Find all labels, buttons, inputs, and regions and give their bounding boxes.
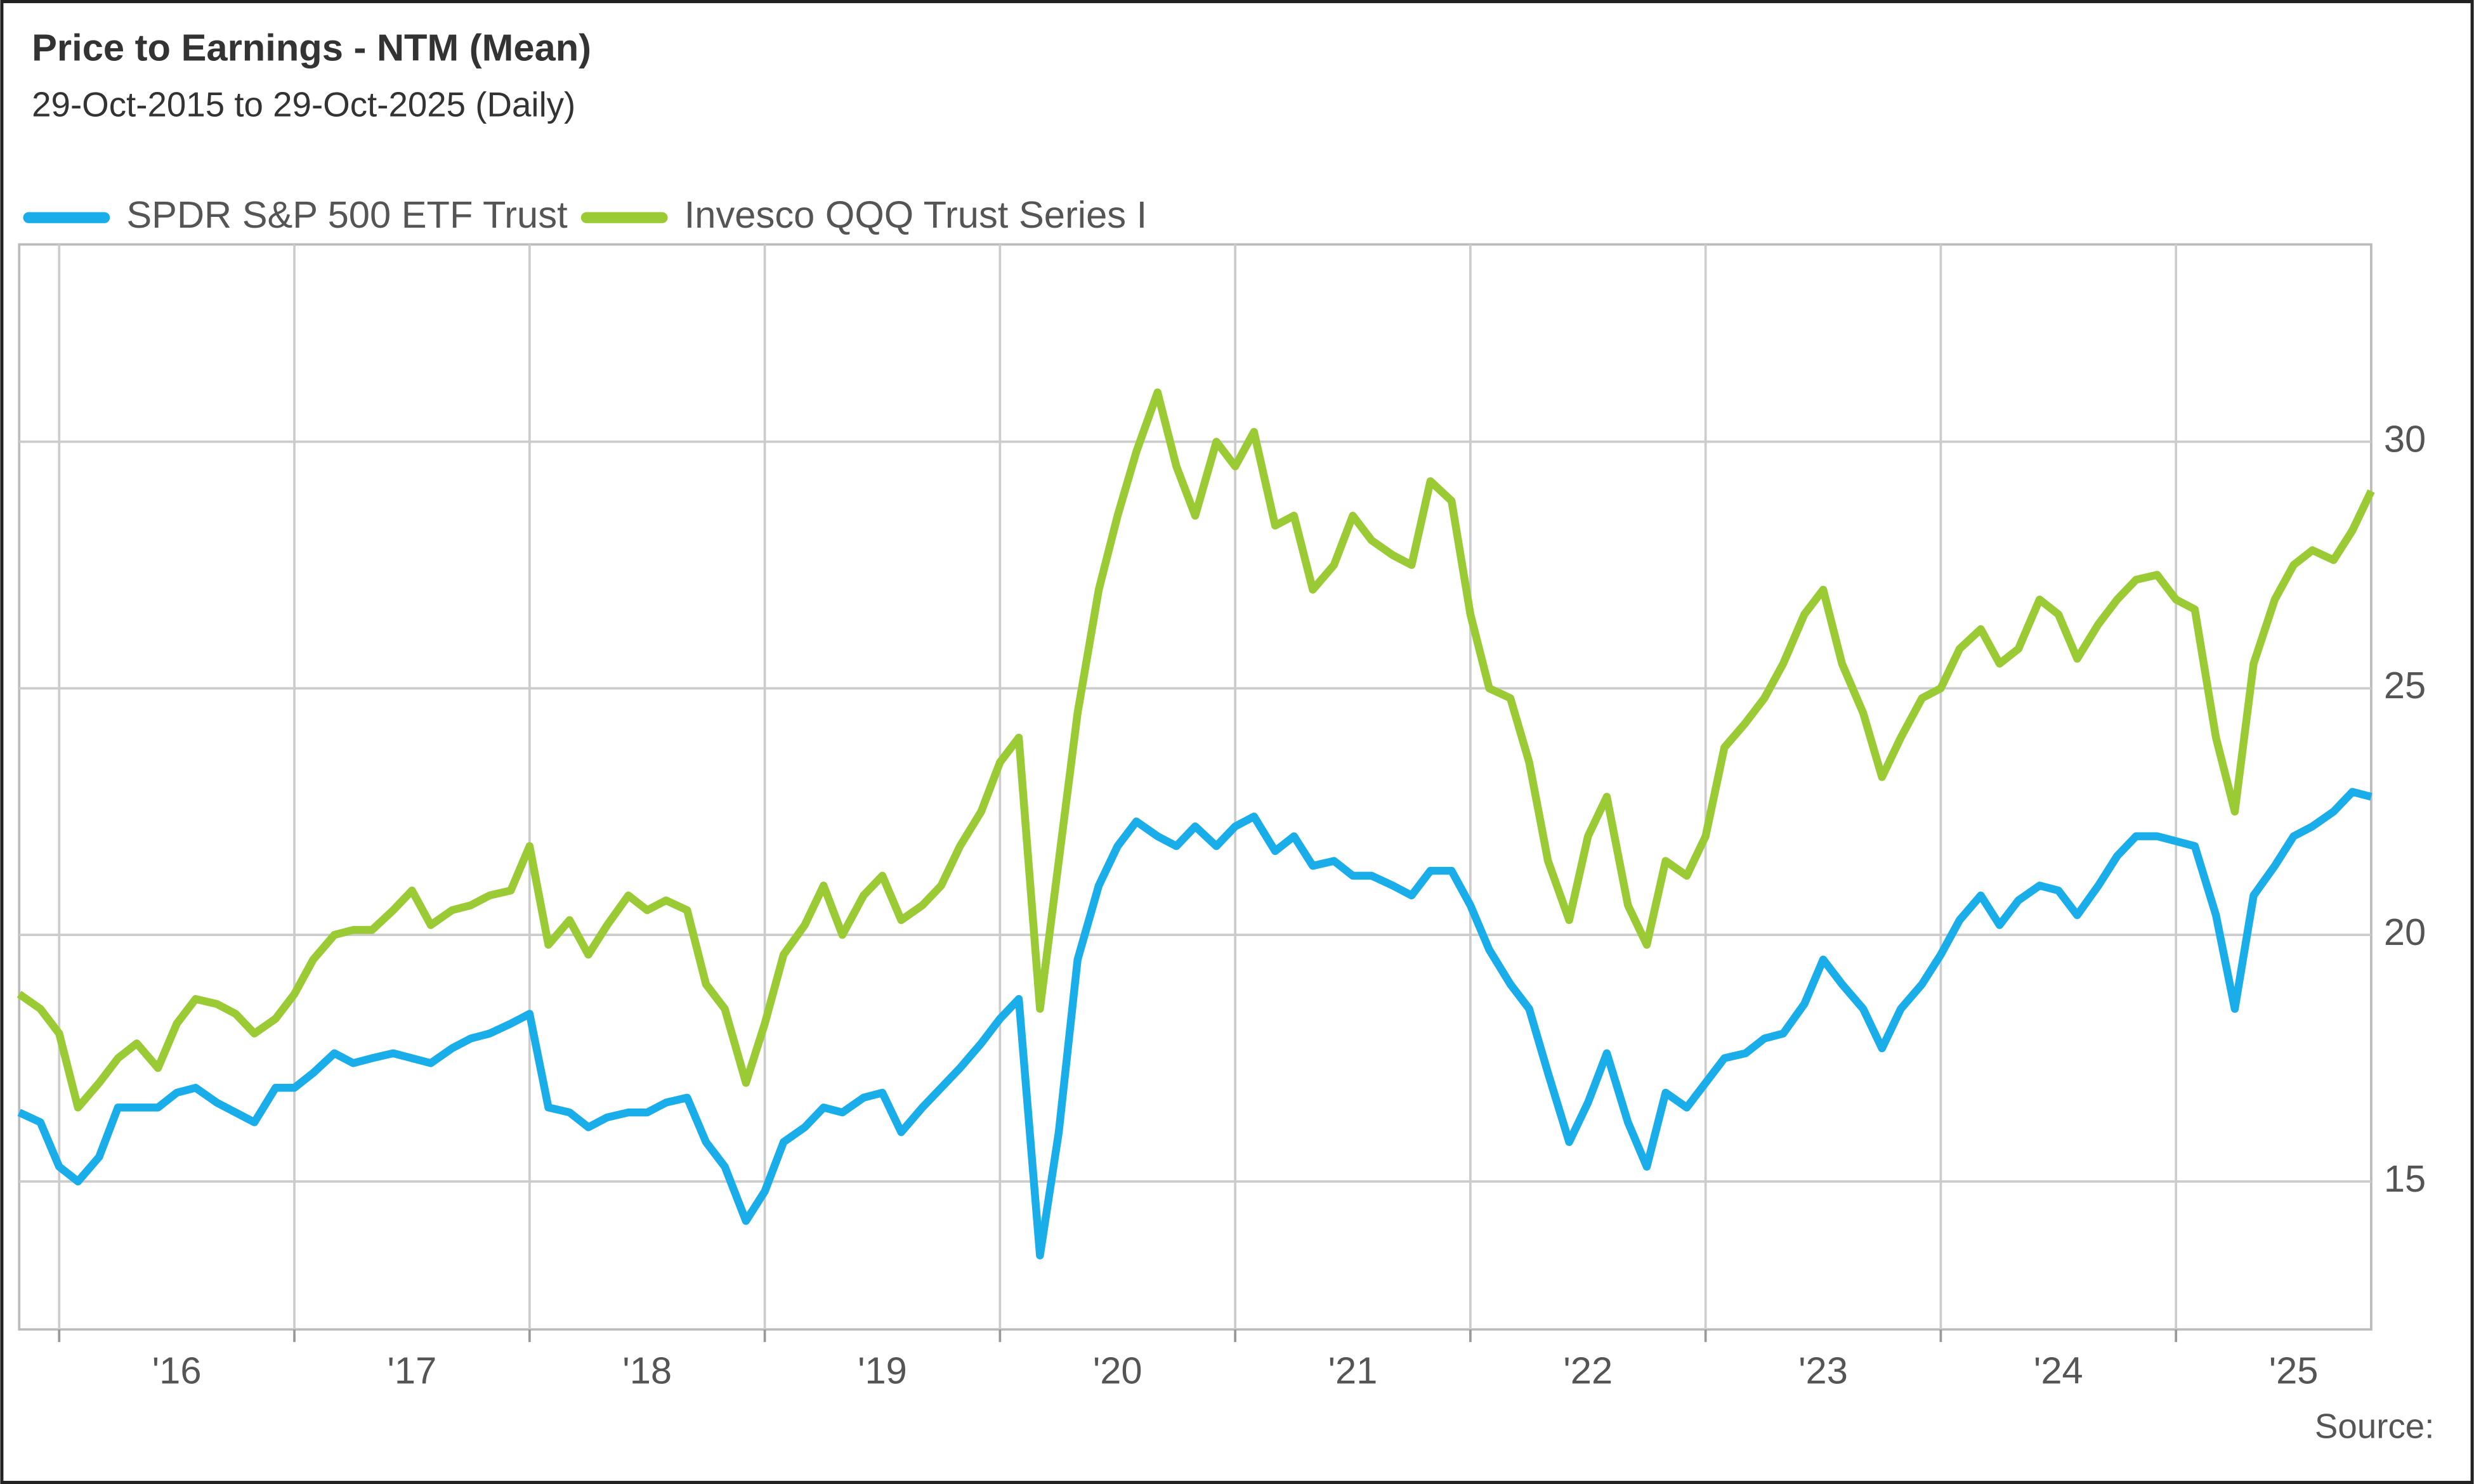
chart-title: Price to Earnings - NTM (Mean) (32, 26, 591, 68)
y-tick-label: 25 (2384, 664, 2426, 706)
legend-label: Invesco QQQ Trust Series I (684, 193, 1148, 236)
x-tick-label: '23 (1798, 1350, 1848, 1392)
x-tick-label: '22 (1563, 1350, 1613, 1392)
y-tick-label: 15 (2384, 1157, 2426, 1200)
x-tick-label: '19 (858, 1350, 907, 1392)
x-tick-label: '18 (622, 1350, 672, 1392)
series-line (17, 788, 2373, 1259)
x-tick-label: '17 (388, 1350, 437, 1392)
x-tick-label: '25 (2269, 1350, 2319, 1392)
x-tick-label: '16 (152, 1350, 202, 1392)
y-tick-label: 20 (2384, 911, 2426, 953)
x-tick-label: '24 (2034, 1350, 2083, 1392)
x-tick-label: '21 (1328, 1350, 1378, 1392)
source-note: Source: (2315, 1406, 2434, 1445)
x-tick-label: '20 (1093, 1350, 1142, 1392)
plot-area (18, 243, 2373, 1331)
legend-label: SPDR S&P 500 ETF Trust (126, 193, 568, 236)
y-tick-label: 30 (2384, 417, 2426, 460)
chart-subtitle: 29-Oct-2015 to 29-Oct-2025 (Daily) (32, 85, 575, 124)
series-line (16, 388, 2375, 1112)
